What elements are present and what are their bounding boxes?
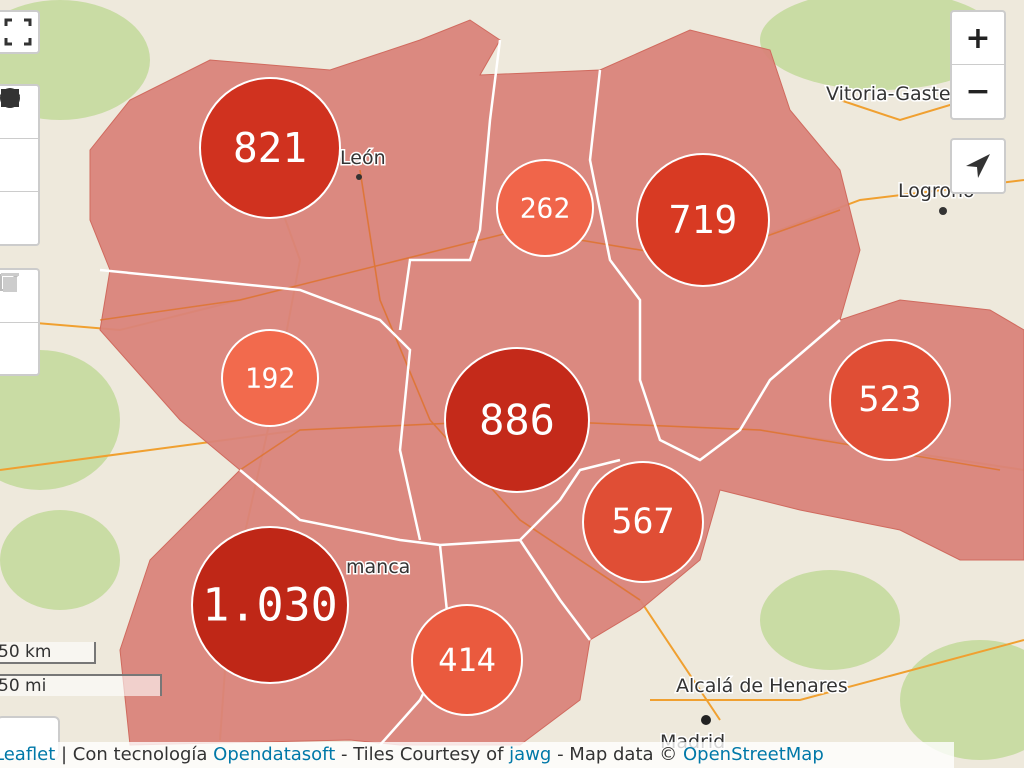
cluster[interactable]: 719 — [636, 153, 770, 287]
attribution-link[interactable]: Leaflet — [0, 744, 56, 765]
cluster-count: 523 — [858, 380, 921, 420]
attribution-text: - Map data © — [551, 744, 683, 765]
zoom-out[interactable]: − — [965, 73, 991, 109]
cluster-count: 719 — [669, 198, 738, 242]
attribution-link[interactable]: Opendatasoft — [213, 744, 336, 765]
trash-icon — [1, 273, 19, 292]
circle-icon — [0, 88, 20, 108]
cluster[interactable]: 567 — [582, 461, 704, 583]
draw-rectangle[interactable] — [0, 89, 38, 192]
cluster-circle — [444, 347, 590, 493]
fullscreen-control[interactable] — [0, 10, 40, 54]
delete-layers[interactable] — [0, 273, 38, 375]
locate-control[interactable] — [950, 138, 1006, 194]
cluster-count: 1.030 — [202, 579, 337, 632]
edit-toolbar — [0, 268, 40, 376]
cluster[interactable]: 523 — [829, 339, 951, 461]
attribution: Leaflet | Con tecnología Opendatasoft - … — [0, 742, 954, 768]
place-label: Alcalá de Henares — [676, 675, 848, 697]
zoom-in[interactable]: + — [952, 12, 1004, 65]
cluster-count: 414 — [438, 641, 496, 679]
cluster-circle — [636, 153, 770, 287]
cluster-count: 262 — [520, 192, 571, 225]
cluster[interactable]: 414 — [411, 604, 523, 716]
cluster[interactable]: 821 — [199, 77, 341, 219]
cluster-circle — [496, 159, 594, 257]
draw-toolbar — [0, 84, 40, 246]
attribution-link[interactable]: OpenStreetMap — [683, 744, 824, 765]
scale-km: 50 km — [0, 642, 96, 664]
cluster[interactable]: 886 — [444, 347, 590, 493]
cluster-count: 192 — [245, 362, 296, 395]
cluster-circle — [191, 526, 349, 684]
zoom-control: + − — [950, 10, 1006, 120]
cluster-count: 886 — [479, 396, 555, 445]
attribution-text: - Tiles Courtesy of — [335, 744, 510, 765]
draw-circle[interactable] — [0, 88, 38, 244]
city-dot — [356, 174, 362, 180]
cluster[interactable]: 1.030 — [191, 526, 349, 684]
cluster-count: 567 — [611, 502, 674, 542]
cluster-circle — [582, 461, 704, 583]
scale-mi: 50 mi — [0, 674, 162, 696]
cluster-count: 821 — [233, 124, 307, 172]
place-label: León — [340, 147, 386, 169]
locate-icon — [966, 154, 990, 178]
cluster[interactable]: 262 — [496, 159, 594, 257]
attribution-link[interactable]: jawg — [509, 744, 552, 765]
cluster-circle — [199, 77, 341, 219]
cluster[interactable]: 192 — [221, 329, 319, 427]
city-dot — [939, 207, 947, 215]
place-label: manca — [346, 556, 410, 578]
cluster-circle — [411, 604, 523, 716]
clusters: 821 262 719 192 886 523 567 1.030 414 — [191, 77, 951, 716]
place-label: Vitoria-Gaste — [826, 83, 951, 105]
fullscreen-icon — [4, 18, 32, 46]
cluster-circle — [221, 329, 319, 427]
city-dot — [701, 715, 711, 725]
attribution-text: | Con tecnología — [55, 744, 214, 765]
cluster-circle — [829, 339, 951, 461]
